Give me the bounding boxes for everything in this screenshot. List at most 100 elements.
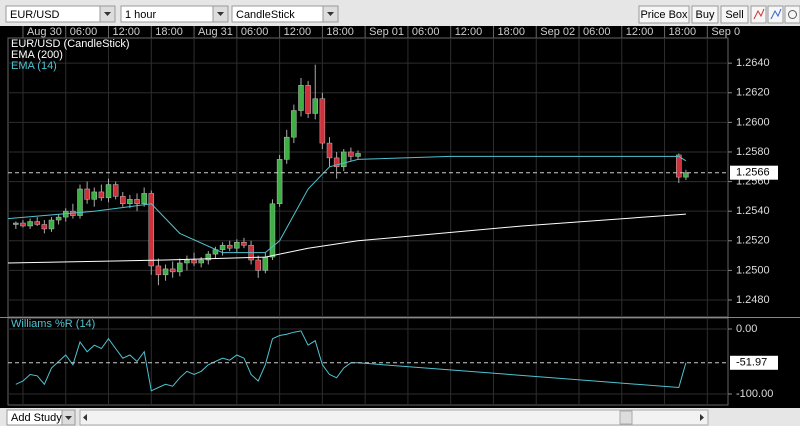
candle-body bbox=[127, 199, 133, 205]
legend-entry: EMA (200) bbox=[11, 49, 63, 61]
candle-body bbox=[13, 222, 19, 225]
symbol: EUR/USD bbox=[10, 9, 60, 21]
x-tick-label: 12:00 bbox=[455, 26, 483, 38]
icon bbox=[753, 8, 765, 20]
candle-body bbox=[34, 221, 40, 225]
candle-body bbox=[120, 196, 126, 205]
x-tick-label: Aug 30 bbox=[27, 26, 62, 38]
sell-button[interactable] bbox=[720, 5, 749, 24]
candle-body bbox=[676, 154, 682, 178]
x-tick-label: 18:00 bbox=[155, 26, 183, 38]
candle-body bbox=[84, 188, 90, 200]
settings-button[interactable] bbox=[784, 5, 800, 24]
scrollbar[interactable] bbox=[79, 409, 709, 426]
x-tick-label: Sep 01 bbox=[369, 26, 404, 38]
y-tick-label: 1.2480 bbox=[736, 294, 770, 306]
candle-body bbox=[269, 203, 276, 258]
candle-body bbox=[219, 244, 226, 250]
candle-body bbox=[234, 242, 240, 249]
last-value-box bbox=[730, 355, 778, 370]
y-tick-label: -100.00 bbox=[736, 388, 773, 400]
chart-style: CandleStick bbox=[236, 9, 295, 21]
ema-line bbox=[7, 155, 687, 254]
interval: 1 hour bbox=[125, 9, 157, 21]
button-label: Price Box bbox=[640, 9, 688, 21]
x-tick-label: 12:00 bbox=[626, 26, 654, 38]
chart-title: EUR/USD (CandleStick) bbox=[11, 38, 130, 50]
x-tick-label: Aug 31 bbox=[198, 26, 233, 38]
candle-body bbox=[355, 153, 361, 157]
x-tick-label: Sep 0 bbox=[711, 26, 740, 38]
style-select[interactable]: CandleStick bbox=[231, 5, 339, 23]
scroll-left[interactable] bbox=[83, 414, 87, 421]
candle-body bbox=[77, 188, 83, 216]
candle-body bbox=[112, 184, 119, 197]
symbol-select[interactable]: EUR/USD bbox=[5, 5, 116, 23]
candle-body bbox=[169, 268, 176, 273]
candle-body bbox=[177, 262, 183, 273]
draw-tool-button[interactable] bbox=[750, 5, 767, 24]
x-tick-label: 06:00 bbox=[412, 26, 440, 38]
candle-body bbox=[298, 85, 304, 111]
candle-body bbox=[255, 259, 261, 271]
arrow-icon bbox=[65, 416, 72, 420]
arrow-icon bbox=[217, 12, 224, 16]
candle-body bbox=[105, 184, 112, 199]
arrow-icon bbox=[104, 12, 111, 16]
y-tick-label: 0.00 bbox=[736, 323, 757, 335]
scroll-thumb[interactable] bbox=[619, 410, 633, 425]
candle-body bbox=[198, 259, 204, 264]
x-tick-label: 18:00 bbox=[497, 26, 525, 38]
y-tick-label: 1.2540 bbox=[736, 205, 770, 217]
y-tick-label: 1.2640 bbox=[736, 57, 770, 69]
candle-body bbox=[162, 268, 169, 276]
candle-body bbox=[326, 142, 333, 159]
icon bbox=[788, 10, 797, 19]
x-tick-label: 06:00 bbox=[241, 26, 269, 38]
y-tick-label: 1.2500 bbox=[736, 264, 770, 276]
ema-line bbox=[7, 213, 686, 264]
x-tick-label: 06:00 bbox=[583, 26, 611, 38]
interval-select[interactable]: 1 hour bbox=[120, 5, 229, 23]
last-price-label: 1.2566 bbox=[736, 167, 770, 179]
x-tick-label: 18:00 bbox=[669, 26, 697, 38]
candle-body bbox=[20, 222, 26, 227]
candle-body bbox=[283, 136, 290, 160]
candle-body bbox=[341, 151, 347, 168]
x-tick-label: 12:00 bbox=[113, 26, 141, 38]
candle-body bbox=[683, 172, 689, 178]
chart-title: Williams %R (14) bbox=[11, 318, 95, 330]
candle-body bbox=[276, 159, 283, 205]
tool-button[interactable] bbox=[767, 5, 784, 24]
button-label: Buy bbox=[696, 9, 715, 21]
buy-button[interactable] bbox=[691, 5, 719, 24]
candle-body bbox=[27, 221, 33, 227]
button-label: Sell bbox=[725, 9, 743, 21]
candle-body bbox=[41, 224, 48, 230]
candle-body bbox=[155, 265, 162, 276]
candle-body bbox=[262, 256, 269, 271]
x-tick-label: 18:00 bbox=[326, 26, 354, 38]
candle-body bbox=[184, 259, 190, 264]
y-tick-label: 1.2580 bbox=[736, 146, 770, 158]
x-tick-label: Sep 02 bbox=[540, 26, 575, 38]
candle-body bbox=[205, 253, 212, 261]
candle-body bbox=[291, 110, 297, 138]
last-value-label: -51.97 bbox=[736, 357, 767, 369]
scroll-right[interactable] bbox=[700, 414, 704, 421]
icon bbox=[770, 8, 782, 20]
candle-body bbox=[226, 244, 233, 249]
candle-body bbox=[91, 191, 98, 200]
candle-body bbox=[134, 199, 140, 205]
candle-body bbox=[241, 242, 247, 246]
y-tick-label: 1.2600 bbox=[736, 116, 770, 128]
price-box-button[interactable] bbox=[638, 5, 690, 24]
candle-body bbox=[333, 157, 340, 168]
candle-body bbox=[312, 98, 318, 114]
candle-body bbox=[141, 193, 147, 205]
legend-entry: EMA (14) bbox=[11, 60, 57, 72]
candle-body bbox=[148, 193, 155, 267]
candle-body bbox=[319, 98, 326, 144]
